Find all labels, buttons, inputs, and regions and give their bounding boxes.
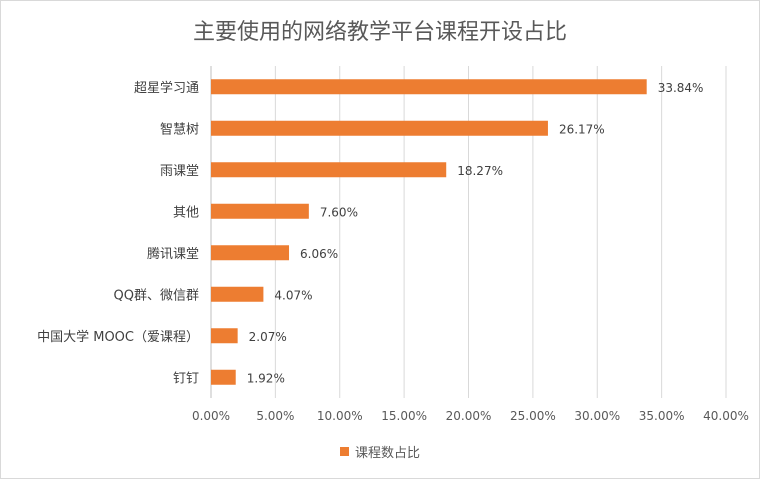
- bar: [211, 120, 548, 136]
- x-tick-label: 40.00%: [703, 409, 749, 423]
- x-tick-label: 0.00%: [192, 409, 230, 423]
- bar: [211, 328, 238, 344]
- x-tick-label: 25.00%: [510, 409, 556, 423]
- data-label: 18.27%: [457, 164, 503, 178]
- category-label: 中国大学 MOOC（爱课程）: [37, 329, 199, 345]
- data-label: 6.06%: [300, 247, 338, 261]
- data-label: 1.92%: [247, 371, 285, 385]
- data-label: 7.60%: [320, 205, 358, 219]
- bar: [211, 79, 647, 95]
- bar: [211, 203, 309, 219]
- x-tick-label: 30.00%: [574, 409, 620, 423]
- x-tick-label: 5.00%: [256, 409, 294, 423]
- chart-title: 主要使用的网络教学平台课程开设占比: [192, 20, 567, 45]
- data-label: 2.07%: [249, 330, 287, 344]
- category-label: 钉钉: [173, 371, 199, 386]
- category-label: 智慧树: [160, 121, 199, 137]
- x-tick-label: 10.00%: [317, 409, 363, 423]
- category-label: 其他: [173, 205, 199, 220]
- legend-label: 课程数占比: [354, 446, 420, 461]
- legend: 课程数占比: [0, 442, 760, 461]
- data-label: 26.17%: [559, 122, 605, 136]
- bar: [211, 162, 447, 178]
- data-label: 33.84%: [658, 81, 704, 95]
- category-label: QQ群、微信群: [114, 288, 199, 303]
- x-tick-label: 15.00%: [381, 409, 427, 423]
- category-label: 雨课堂: [160, 164, 199, 179]
- legend-swatch: [339, 447, 349, 456]
- data-label: 4.07%: [274, 288, 312, 302]
- x-tick-label: 20.00%: [446, 409, 492, 423]
- x-tick-label: 35.00%: [639, 409, 685, 423]
- category-label: 超星学习通: [134, 80, 199, 96]
- bar: [211, 286, 264, 302]
- bar: [211, 369, 236, 385]
- bar: [211, 245, 290, 261]
- category-label: 腾讯课堂: [147, 246, 199, 262]
